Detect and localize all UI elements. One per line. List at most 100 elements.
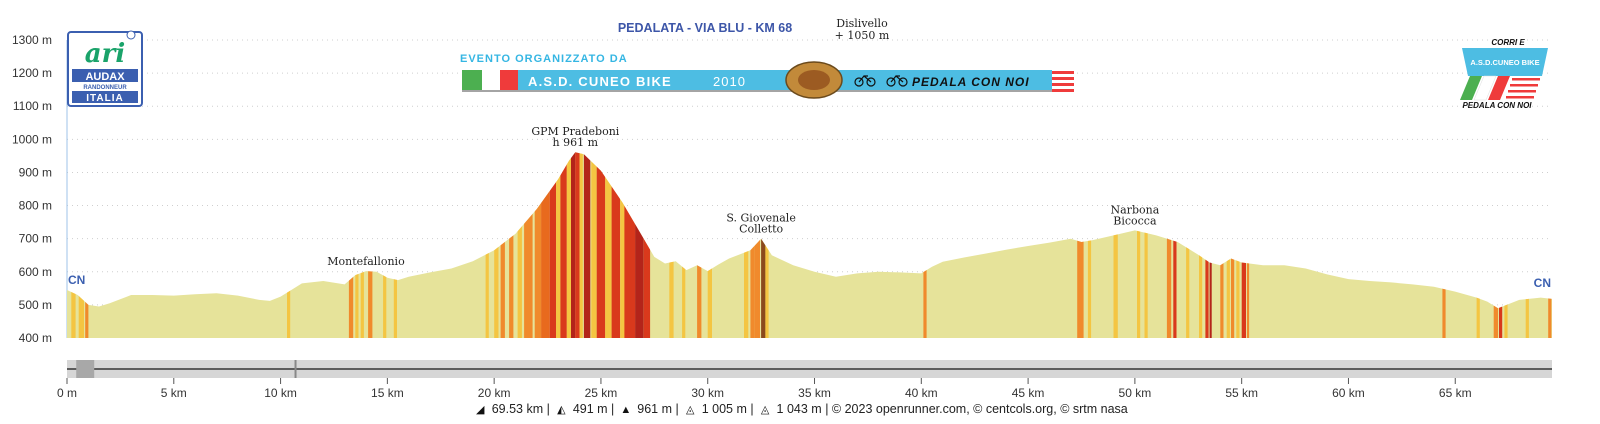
- y-tick-label: 900 m: [19, 165, 52, 179]
- profile-annotation: h 961 m: [553, 136, 599, 149]
- logo-italia: ITALIA: [86, 93, 123, 104]
- gradient-band: [1186, 152, 1190, 338]
- y-tick-label: 700 m: [19, 232, 52, 246]
- audax-logo: ari AUDAX RANDONNEUR ITALIA: [67, 30, 143, 107]
- y-tick-label: 400 m: [19, 331, 52, 345]
- gradient-band: [541, 152, 550, 338]
- stat-max-altitude: 961 m: [637, 402, 672, 416]
- gradient-band: [1209, 152, 1212, 338]
- gradient-band: [1137, 152, 1141, 338]
- gradient-band: [355, 152, 359, 338]
- gradient-band: [1247, 152, 1250, 338]
- event-banner: A.S.D. CUNEO BIKE 2010 PEDALA CON NOI: [462, 61, 1074, 99]
- gradient-band: [1113, 152, 1118, 338]
- gradient-band: [556, 152, 561, 338]
- y-tick-label: 1000 m: [12, 132, 52, 146]
- gradient-band: [1241, 152, 1246, 338]
- minimap-thumb: [76, 360, 95, 378]
- gradient-band: [500, 152, 505, 338]
- chart-title: PEDALATA - VIA BLU - KM 68: [618, 21, 792, 35]
- gradient-band: [1236, 152, 1240, 338]
- x-tick-label: 50 km: [1119, 386, 1152, 400]
- banner-club: A.S.D. CUNEO BIKE: [528, 74, 672, 89]
- stat-descent: 1 043 m: [776, 402, 822, 416]
- logo-ari: ari: [85, 39, 125, 69]
- event-label: EVENTO ORGANIZZATO DA: [460, 53, 628, 65]
- banner-bar: [462, 70, 1074, 92]
- x-tick-label: 60 km: [1332, 386, 1365, 400]
- profile-annotation: Bicocca: [1113, 214, 1157, 227]
- flag-green: [462, 70, 482, 92]
- banner-year: 2010: [713, 74, 746, 89]
- gradient-band: [1144, 152, 1148, 338]
- x-tick-label: 55 km: [1225, 386, 1258, 400]
- gradient-band: [571, 152, 576, 338]
- y-tick-label: 1300 m: [12, 33, 52, 47]
- x-tick-label: 25 km: [585, 386, 618, 400]
- x-tick-label: 5 km: [161, 386, 187, 400]
- gradient-band: [575, 152, 580, 338]
- dislivello-label: Dislivello: [836, 17, 888, 30]
- gradient-band: [1220, 152, 1224, 338]
- x-tick-label: 35 km: [798, 386, 831, 400]
- flag-white: [482, 70, 500, 92]
- x-tick-label: 0 m: [57, 386, 77, 400]
- gradient-band: [583, 152, 591, 338]
- gradient-band: [566, 152, 572, 338]
- gradient-band: [1166, 152, 1172, 338]
- profile-annotation: S. Giovenale: [726, 212, 795, 225]
- gradient-band: [368, 152, 373, 338]
- credits: © 2023 openrunner.com, © centcols.org, ©…: [831, 402, 1128, 416]
- gradient-band: [591, 152, 597, 338]
- flag-red: [500, 70, 518, 92]
- profile-fill: [67, 152, 1552, 338]
- min-altitude-icon: ◭: [557, 404, 566, 416]
- gradient-band: [524, 152, 533, 338]
- x-tick-label: 30 km: [691, 386, 724, 400]
- gradient-band: [287, 152, 291, 338]
- gradient-band: [348, 152, 354, 338]
- stat-ascent: 1 005 m: [701, 402, 747, 416]
- y-tick-label: 1100 m: [13, 99, 52, 113]
- cuneo-bike-logo: CORRI E A.S.D.CUNEO BIKE PEDALA CON NOI: [1460, 38, 1548, 110]
- stat-min-altitude: 491 m: [572, 402, 608, 416]
- gradient-band: [1199, 152, 1203, 338]
- y-tick-label: 500 m: [19, 298, 52, 312]
- gradient-band: [761, 152, 766, 338]
- profile-annotation: GPM Pradeboni: [531, 125, 619, 138]
- end-label: CN: [1534, 276, 1551, 290]
- gradient-band: [624, 152, 636, 338]
- y-tick-label: 600 m: [19, 265, 52, 279]
- gradient-band: [1442, 152, 1446, 338]
- start-label: CN: [68, 273, 85, 287]
- x-tick-label: 65 km: [1439, 386, 1472, 400]
- x-tick-label: 45 km: [1012, 386, 1045, 400]
- x-axis: 0 m 5 km 10 km 15 km 20 km 25 km 30 km 35 km 40 …: [57, 378, 1472, 400]
- x-tick-label: 20 km: [478, 386, 511, 400]
- gradient-band: [509, 152, 514, 338]
- y-axis: 400 m 500 m 600 m 700 m 800 m 900 m 1000 m 1100…: [12, 33, 68, 345]
- gradient-band: [1548, 152, 1552, 338]
- gradient-band: [1173, 152, 1177, 338]
- bicycle-icon: [854, 75, 908, 87]
- stats-footer: ◢ 69.53 km | ◭ 491 m | ▲ 961 m | ◬ 1 005…: [0, 402, 1600, 416]
- gradient-band: [611, 152, 621, 338]
- gradient-band: [560, 152, 567, 338]
- descent-icon: ◬: [760, 404, 770, 416]
- banner-slogan: PEDALA CON NOI: [912, 75, 1030, 89]
- dislivello-value: + 1050 m: [835, 29, 890, 42]
- minimap-scrollbar: [67, 360, 1552, 378]
- gradient-band: [1077, 152, 1084, 338]
- gradient-band: [360, 152, 364, 338]
- profile-annotation: Colletto: [739, 223, 783, 236]
- logo-randonneur: RANDONNEUR: [83, 85, 127, 91]
- emblem-inner: [798, 70, 830, 90]
- gradient-band: [643, 152, 651, 338]
- logo-right-bottom: PEDALA CON NOI: [1462, 101, 1532, 110]
- ascent-icon: ◬: [685, 404, 695, 416]
- logo-right-top: CORRI E: [1491, 38, 1525, 47]
- gradient-band: [1231, 152, 1235, 338]
- x-tick-label: 10 km: [264, 386, 297, 400]
- gradient-band: [534, 152, 542, 338]
